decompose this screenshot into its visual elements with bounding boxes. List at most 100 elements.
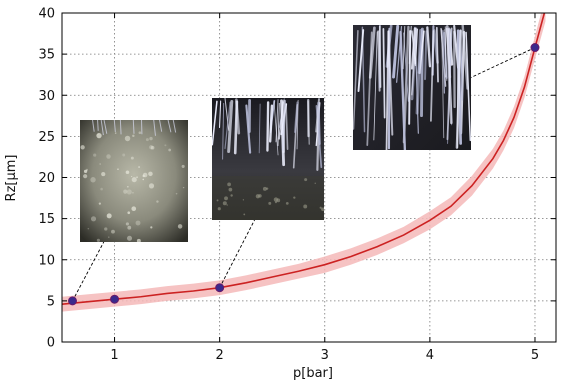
texture-speck (319, 206, 322, 209)
texture-streak (414, 28, 418, 65)
texture-speck (101, 171, 106, 177)
texture-speck (268, 201, 272, 205)
inset-texture (212, 98, 324, 220)
inset-texture (353, 25, 471, 150)
texture-streak (415, 28, 423, 115)
texture-speck (181, 164, 185, 168)
texture-speck (100, 187, 103, 191)
x-tick-label: 5 (531, 348, 539, 363)
axes (61, 12, 557, 343)
fit-curve (62, 13, 546, 305)
texture-speck (131, 206, 137, 212)
texture-streak (293, 101, 299, 134)
y-tick-label: 10 (38, 253, 55, 268)
texture-speck (177, 224, 183, 229)
texture-speck (127, 211, 131, 215)
texture-speck (136, 238, 141, 242)
texture-streak (353, 29, 359, 130)
texture-streak (430, 30, 435, 122)
texture-speck (148, 171, 153, 177)
texture-speck (303, 204, 308, 209)
texture-speck (262, 186, 267, 191)
texture-streak (172, 120, 177, 133)
texture-speck (217, 207, 221, 211)
texture-streak (442, 30, 446, 94)
texture-speck (131, 175, 133, 178)
texture-speck (127, 225, 132, 230)
texture-streak (278, 101, 284, 140)
texture-streak (266, 101, 270, 152)
texture-speck (164, 144, 167, 147)
texture-streak (357, 29, 365, 92)
texture-speck (93, 153, 97, 157)
texture-speck (125, 170, 130, 175)
inset-p2 (212, 98, 324, 220)
texture-speck (150, 226, 153, 229)
texture-speck (117, 168, 119, 170)
texture-streak (378, 25, 382, 88)
texture-streak (392, 25, 400, 79)
texture-streak (411, 27, 417, 96)
inset-p0-6 (80, 120, 188, 242)
texture-streak (153, 120, 156, 136)
texture-streak (100, 120, 104, 136)
data-point (530, 43, 540, 53)
texture-speck (293, 196, 296, 199)
texture-speck (125, 222, 129, 226)
texture-speck (97, 133, 99, 135)
texture-streak (420, 27, 424, 118)
texture-streak (382, 28, 386, 119)
texture-speck (106, 154, 111, 159)
texture-speck (142, 172, 148, 178)
texture-speck (122, 153, 126, 157)
texture-speck (224, 196, 228, 201)
y-tick-label: 30 (38, 89, 55, 104)
texture-speck (148, 183, 155, 189)
texture-streak (224, 101, 231, 150)
x-tick-label: 4 (426, 348, 434, 363)
inset-connectors (72, 47, 536, 302)
texture-speck (135, 220, 141, 226)
texture-speck (83, 169, 88, 173)
y-tick-label: 0 (47, 336, 55, 351)
texture-speck (96, 132, 102, 139)
fit-curve-layer (62, 13, 546, 305)
y-tick-label: 5 (47, 294, 55, 309)
texture-speck (156, 200, 159, 203)
texture-speck (138, 166, 141, 168)
texture-streak (410, 27, 416, 70)
texture-speck (132, 134, 135, 138)
connector-line (470, 47, 536, 78)
texture-speck (106, 213, 112, 219)
texture-streak (373, 31, 378, 141)
inset-texture (80, 120, 188, 242)
texture-streak (159, 120, 163, 132)
texture-speck (230, 194, 233, 197)
data-point (110, 294, 120, 304)
texture-speck (182, 186, 185, 189)
texture-speck (227, 182, 231, 187)
texture-speck (228, 187, 233, 192)
texture-speck (80, 145, 85, 150)
texture-speck (114, 132, 117, 134)
texture-speck (285, 201, 289, 205)
texture-streak (317, 101, 321, 145)
texture-streak (402, 25, 406, 70)
texture-streak (227, 99, 234, 154)
texture-streak (258, 103, 261, 154)
y-tick-label: 25 (38, 130, 55, 145)
texture-streak (426, 26, 432, 68)
y-tick-label: 35 (38, 48, 55, 63)
texture-speck (175, 192, 178, 195)
texture-speck (130, 156, 134, 160)
texture-speck (104, 227, 108, 231)
texture-streak (224, 98, 230, 131)
connector-line (219, 219, 255, 288)
texture-streak (445, 25, 453, 125)
data-point (68, 296, 78, 306)
texture-speck (314, 182, 316, 184)
texture-speck (126, 189, 132, 195)
texture-lower-shade (212, 176, 324, 220)
texture-streak (219, 100, 222, 129)
